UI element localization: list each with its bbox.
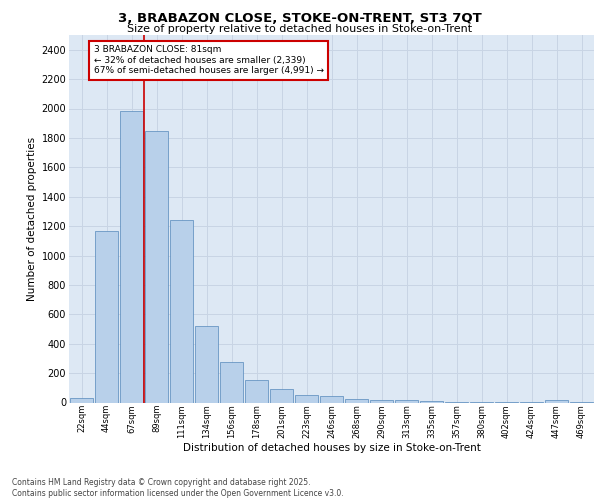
Text: Size of property relative to detached houses in Stoke-on-Trent: Size of property relative to detached ho… [127, 24, 473, 34]
Y-axis label: Number of detached properties: Number of detached properties [28, 136, 37, 301]
X-axis label: Distribution of detached houses by size in Stoke-on-Trent: Distribution of detached houses by size … [182, 444, 481, 454]
Bar [395, 400, 418, 402]
Bar [170, 220, 193, 402]
Bar [70, 398, 94, 402]
Bar [370, 400, 394, 402]
Bar [344, 399, 368, 402]
Bar [245, 380, 268, 402]
Bar [419, 401, 443, 402]
Text: 3 BRABAZON CLOSE: 81sqm
← 32% of detached houses are smaller (2,339)
67% of semi: 3 BRABAZON CLOSE: 81sqm ← 32% of detache… [94, 46, 323, 75]
Bar [194, 326, 218, 402]
Bar [269, 390, 293, 402]
Bar [320, 396, 343, 402]
Bar [95, 230, 118, 402]
Bar [119, 112, 143, 403]
Bar [545, 400, 568, 402]
Text: 3, BRABAZON CLOSE, STOKE-ON-TRENT, ST3 7QT: 3, BRABAZON CLOSE, STOKE-ON-TRENT, ST3 7… [118, 12, 482, 26]
Bar [145, 130, 169, 402]
Text: Contains HM Land Registry data © Crown copyright and database right 2025.
Contai: Contains HM Land Registry data © Crown c… [12, 478, 344, 498]
Bar [220, 362, 244, 403]
Bar [295, 395, 319, 402]
